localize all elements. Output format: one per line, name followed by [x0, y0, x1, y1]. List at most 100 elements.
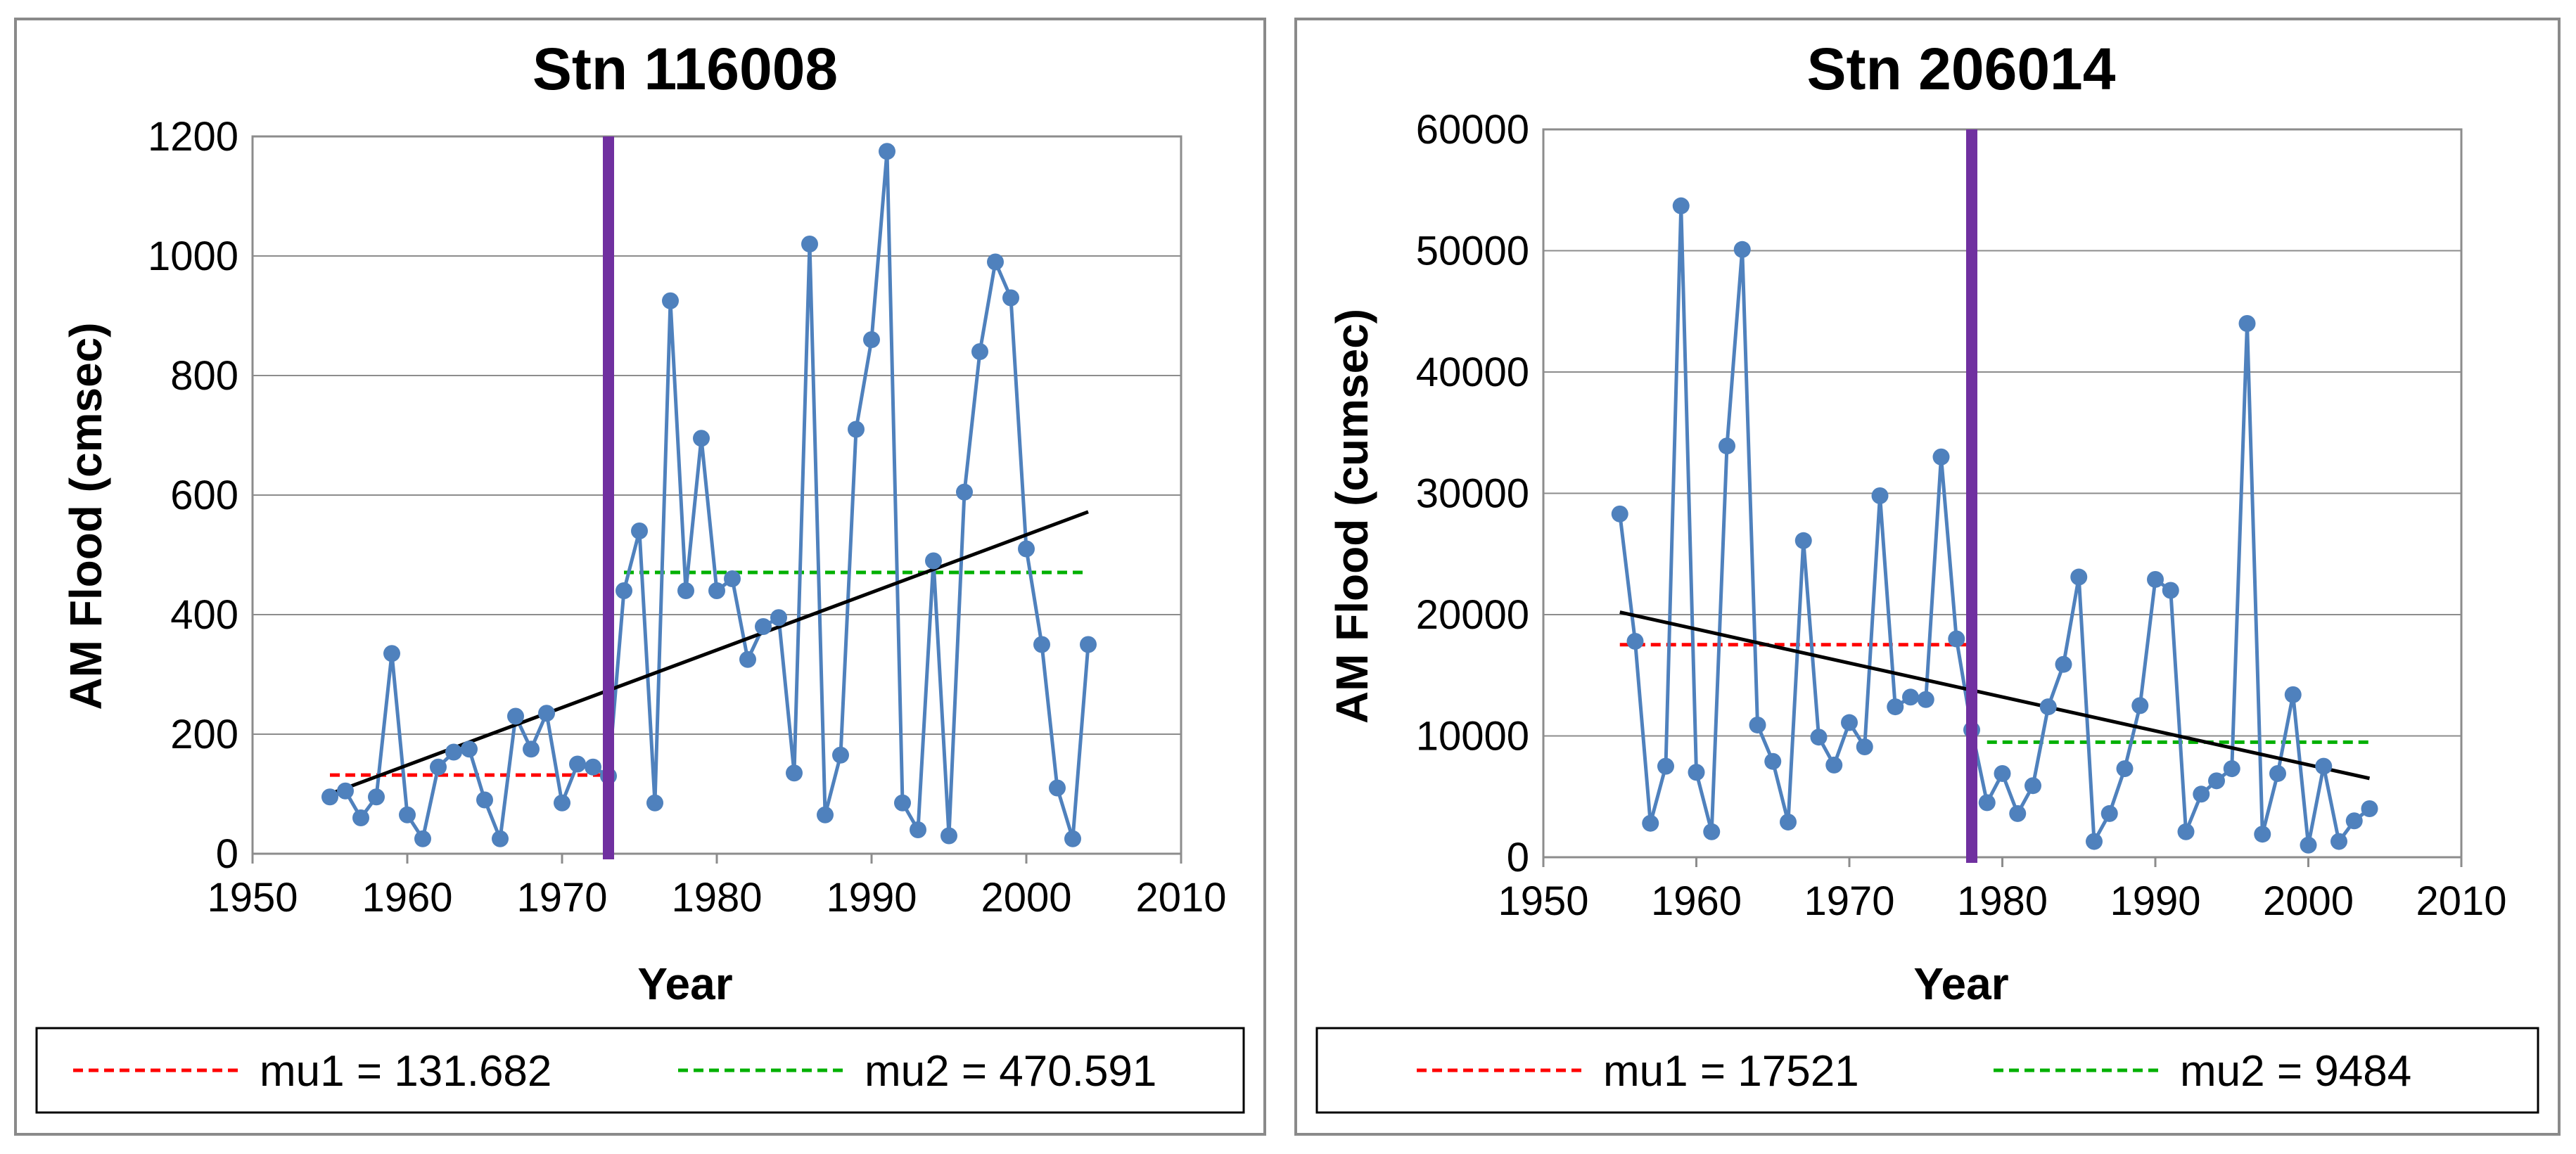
data-point	[677, 582, 694, 599]
trend-line	[329, 510, 1089, 796]
y-tick-label: 30000	[1416, 471, 1529, 517]
x-tick-label: 1960	[1651, 878, 1742, 924]
data-point	[383, 645, 400, 662]
x-tick-label: 1970	[1804, 878, 1894, 924]
data-point	[1033, 636, 1050, 653]
data-point	[585, 758, 601, 776]
data-point	[569, 755, 586, 773]
y-tick-label: 600	[170, 473, 238, 518]
data-point	[2193, 786, 2210, 803]
data-point	[646, 794, 663, 812]
data-point	[755, 618, 772, 635]
data-point	[2131, 697, 2149, 714]
data-point	[1080, 636, 1097, 653]
data-point	[770, 609, 787, 627]
data-point	[832, 746, 849, 764]
x-tick-label: 1950	[207, 875, 298, 921]
data-point	[910, 821, 926, 838]
data-point	[1749, 716, 1766, 733]
data-point	[368, 788, 385, 806]
data-point	[507, 707, 524, 725]
data-point	[739, 650, 756, 668]
data-point	[2345, 812, 2363, 830]
trend-line	[1619, 610, 2371, 781]
data-point	[1780, 813, 1797, 831]
data-point	[1733, 241, 1751, 258]
data-point	[941, 827, 957, 845]
data-point	[662, 292, 679, 309]
data-point	[1794, 532, 1812, 549]
data-point	[2009, 804, 2027, 822]
data-point	[894, 794, 911, 812]
data-point	[2162, 582, 2179, 599]
data-point	[352, 809, 369, 826]
data-point	[2361, 800, 2378, 817]
y-tick-label: 0	[1507, 835, 1529, 880]
data-point	[1049, 779, 1066, 797]
x-tick-label: 1980	[671, 875, 762, 921]
data-point	[1064, 830, 1081, 847]
y-tick-label: 1000	[148, 233, 238, 279]
data-point	[2070, 568, 2088, 586]
data-point	[430, 758, 447, 776]
x-tick-label: 1950	[1498, 878, 1588, 924]
x-tick-label: 2010	[2416, 878, 2506, 924]
data-point	[1917, 691, 1934, 708]
legend-box	[1315, 1027, 2539, 1114]
data-point	[879, 143, 895, 160]
y-tick-label: 400	[170, 592, 238, 638]
data-point	[801, 236, 818, 252]
data-point	[523, 741, 540, 758]
y-tick-label: 200	[170, 712, 238, 757]
data-point	[925, 552, 942, 570]
data-point	[1688, 764, 1705, 781]
y-tick-label: 50000	[1416, 229, 1529, 274]
y-tick-label: 10000	[1416, 714, 1529, 759]
legend-mu2-label: mu2 = 470.591	[865, 1047, 1156, 1096]
data-point	[2208, 772, 2225, 790]
x-axis-title: Year	[637, 959, 732, 1009]
data-point	[1002, 289, 1019, 307]
data-point	[337, 782, 354, 800]
data-point	[2238, 315, 2256, 332]
x-tick-label: 1960	[362, 875, 452, 921]
data-point	[956, 483, 973, 501]
data-point	[817, 806, 834, 823]
data-point	[1810, 729, 1828, 746]
data-point	[848, 421, 865, 438]
data-point	[414, 830, 431, 847]
chart-panel-stn-206014: Stn 206014 Year AM Flood (cumsec) 0 10000…	[1294, 18, 2561, 1136]
x-tick-label: 2010	[1135, 875, 1226, 921]
data-point	[1932, 448, 1950, 466]
legend-mu1-label: mu1 = 17521	[1603, 1047, 1859, 1096]
y-tick-label: 20000	[1416, 592, 1529, 638]
data-point	[554, 794, 570, 812]
data-point	[2055, 655, 2072, 673]
data-point	[708, 582, 725, 599]
data-point	[2100, 804, 2118, 822]
legend-mu1-label: mu1 = 131.682	[260, 1047, 551, 1096]
data-point	[1611, 505, 1628, 522]
data-point	[1672, 197, 1690, 214]
data-point	[538, 705, 555, 722]
data-point	[1994, 764, 2011, 782]
data-point	[1887, 698, 1904, 716]
data-point	[2315, 757, 2333, 775]
chart-stn-206014: Stn 206014 Year AM Flood (cumsec) 0 10000…	[1315, 36, 2539, 1114]
y-tick-label: 0	[216, 831, 238, 877]
data-point	[1642, 814, 1659, 832]
x-tick-label: 2000	[2263, 878, 2354, 924]
data-point	[492, 830, 509, 847]
data-point	[1841, 714, 1858, 731]
data-point	[2254, 826, 2271, 843]
data-point	[1948, 630, 1965, 648]
x-tick-label: 1990	[2110, 878, 2200, 924]
data-point	[616, 582, 632, 599]
data-point	[2116, 760, 2134, 778]
data-point	[1871, 487, 1889, 504]
data-point	[2330, 833, 2347, 850]
data-point	[2025, 777, 2041, 795]
data-point	[1703, 823, 1721, 840]
data-point	[2086, 833, 2103, 850]
chart-stn-116008: Stn 116008 Year AM Flood (cmsec) 0 200 400…	[35, 36, 1245, 1114]
